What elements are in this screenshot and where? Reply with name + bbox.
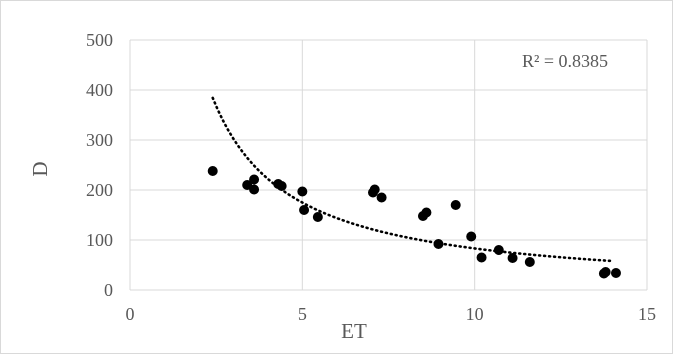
y-axis-label: D <box>28 161 52 176</box>
gridlines <box>129 39 648 291</box>
y-tick-label-1: 100 <box>86 230 113 250</box>
data-point-11 <box>376 192 387 203</box>
data-points <box>207 166 621 279</box>
data-point-7 <box>299 205 310 215</box>
data-point-20 <box>524 257 535 267</box>
data-point-3 <box>249 184 260 195</box>
x-tick-label-2: 10 <box>466 304 484 324</box>
y-tick-labels: 0 100 200 300 400 500 <box>86 30 113 300</box>
x-tick-label-0: 0 <box>126 304 135 324</box>
x-axis-label: ET <box>341 319 367 343</box>
y-tick-label-3: 300 <box>86 130 113 150</box>
power-trendline <box>211 96 614 263</box>
data-point-8 <box>312 212 323 222</box>
r-squared-annotation: R² = 0.8385 <box>522 51 608 71</box>
data-point-6 <box>297 186 308 197</box>
trendline <box>211 96 614 263</box>
data-point-16 <box>466 231 477 242</box>
x-tick-label-3: 15 <box>638 304 656 324</box>
x-tick-label-1: 5 <box>298 304 307 324</box>
data-point-2 <box>249 174 260 185</box>
data-point-10 <box>369 184 380 195</box>
data-point-14 <box>450 200 461 210</box>
y-tick-label-0: 0 <box>104 280 113 300</box>
data-point-15 <box>433 239 444 249</box>
y-tick-label-2: 200 <box>86 180 113 200</box>
data-point-22 <box>600 267 611 277</box>
data-point-23 <box>610 268 621 278</box>
data-point-0 <box>207 166 218 176</box>
data-point-19 <box>507 253 518 263</box>
x-tick-labels: 0 5 10 15 <box>126 304 657 324</box>
y-tick-label-4: 400 <box>86 80 113 100</box>
y-tick-label-5: 500 <box>86 30 113 50</box>
data-point-17 <box>476 252 487 263</box>
data-point-13 <box>421 207 432 218</box>
data-point-5 <box>276 181 287 191</box>
data-point-18 <box>493 245 504 255</box>
